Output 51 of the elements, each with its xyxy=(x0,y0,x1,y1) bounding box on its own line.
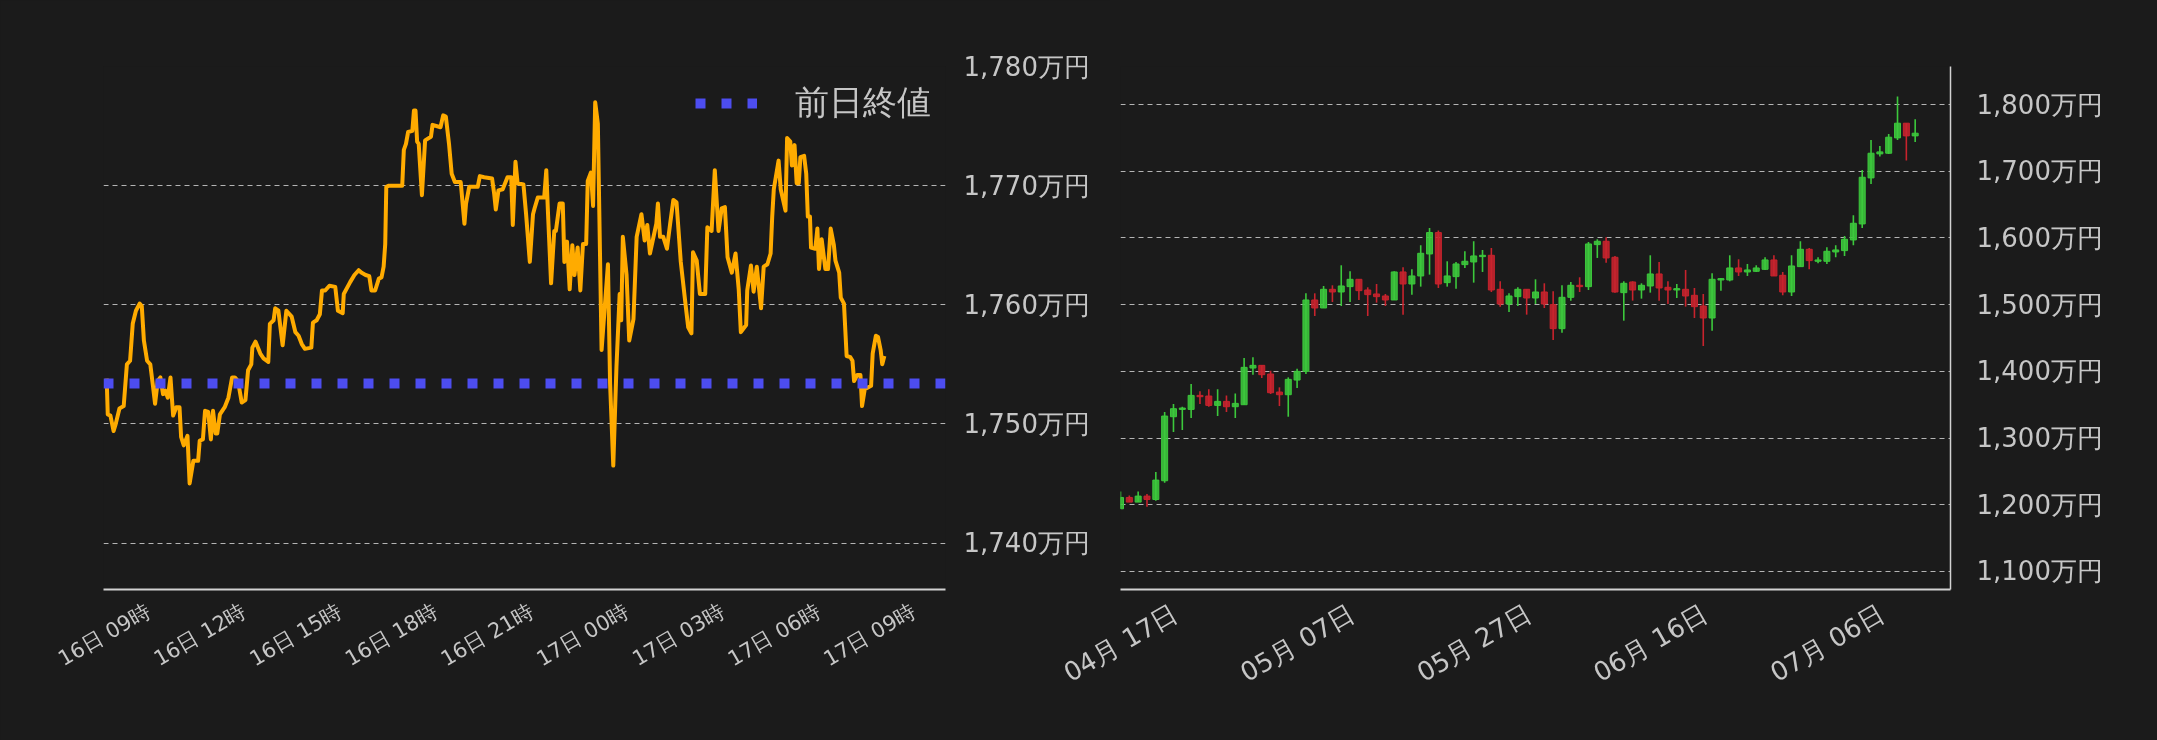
candlestick xyxy=(1646,254,1654,294)
candlestick xyxy=(1373,283,1381,304)
candlestick xyxy=(1408,268,1416,296)
candlestick xyxy=(1275,386,1283,407)
candlestick xyxy=(1894,95,1902,141)
candlestick xyxy=(1699,293,1707,347)
y-tick-label: 1,740万円 xyxy=(963,528,1090,559)
candlestick xyxy=(1620,280,1628,322)
candlestick xyxy=(1849,214,1857,247)
candlestick xyxy=(1311,292,1319,317)
x-tick-label: 07月 06日 xyxy=(1764,598,1890,688)
candlestick xyxy=(1629,280,1637,302)
x-tick-label: 06月 16日 xyxy=(1588,598,1713,688)
y-tick-label: 1,200万円 xyxy=(1976,489,2103,520)
candlestick xyxy=(1152,471,1160,502)
y-tick-label: 1,500万円 xyxy=(1976,289,2103,320)
y-tick-label: 1,400万円 xyxy=(1976,356,2103,387)
candlestick xyxy=(1399,266,1407,316)
x-tick-label: 05月 27日 xyxy=(1411,598,1537,688)
candlestick xyxy=(1532,278,1539,305)
y-tick-label: 1,760万円 xyxy=(963,289,1090,320)
candlestick xyxy=(1267,369,1275,395)
y-tick-label: 1,600万円 xyxy=(1976,222,2103,253)
candlestick xyxy=(1690,287,1698,319)
y-tick-label: 1,700万円 xyxy=(1976,156,2103,187)
y-tick-label: 1,300万円 xyxy=(1976,423,2103,454)
candlestick xyxy=(1673,283,1681,299)
y-tick-label: 1,780万円 xyxy=(963,51,1090,82)
x-tick-label: 04月 17日 xyxy=(1058,598,1183,688)
candlestick xyxy=(1805,247,1813,271)
y-tick-label: 1,750万円 xyxy=(963,408,1090,439)
legend-label: 前日終値 xyxy=(795,81,931,124)
y-tick-label: 1,770万円 xyxy=(963,170,1090,201)
candlestick xyxy=(1496,280,1504,308)
x-tick-label: 05月 07日 xyxy=(1235,598,1360,688)
y-tick-label: 1,800万円 xyxy=(1976,89,2103,120)
candlestick xyxy=(1479,249,1487,273)
candlestick xyxy=(1417,244,1425,288)
candlestick xyxy=(1540,282,1548,309)
candlestick xyxy=(1796,240,1804,268)
candlestick xyxy=(1523,288,1531,316)
y-tick-label: 1,100万円 xyxy=(1976,556,2103,587)
candlestick xyxy=(1169,403,1177,433)
candlestick xyxy=(1214,388,1222,417)
candlestick xyxy=(1426,227,1434,276)
candlestick xyxy=(1902,122,1910,162)
candlestick xyxy=(1682,269,1690,308)
candlestick xyxy=(1593,238,1601,259)
candlestick xyxy=(1320,285,1328,309)
candlestick xyxy=(1841,235,1849,257)
candlestick xyxy=(1911,118,1919,143)
